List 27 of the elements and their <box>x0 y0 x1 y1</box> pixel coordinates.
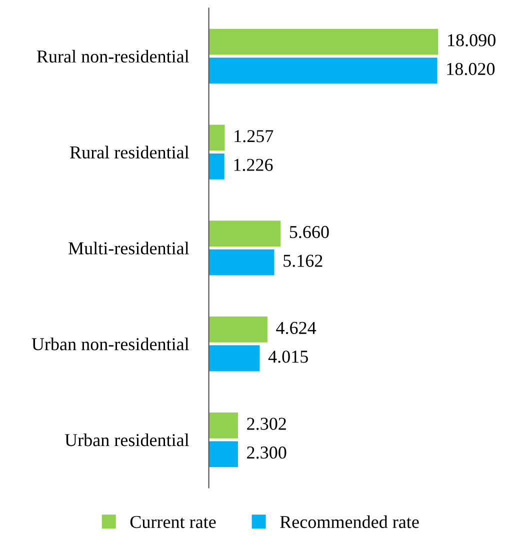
data-label: 1.257 <box>234 130 274 142</box>
y-tick-label: Urban residential <box>64 434 189 446</box>
data-label: 1.226 <box>234 158 273 172</box>
bar <box>208 412 238 438</box>
bar <box>208 220 281 247</box>
data-label: 4.624 <box>276 322 316 334</box>
bar <box>208 58 438 84</box>
bar <box>208 441 238 468</box>
y-tick-label: Urban non-residential <box>32 338 189 350</box>
bar <box>208 316 268 342</box>
legend-label: Current rate <box>130 516 216 528</box>
data-label: 5.660 <box>290 226 329 238</box>
bar <box>208 154 224 180</box>
data-label: 18.090 <box>448 34 496 46</box>
y-tick-label: Multi-residential <box>68 242 189 254</box>
data-label: 18.020 <box>447 62 495 76</box>
data-label: 2.300 <box>247 446 286 459</box>
bar <box>208 28 438 55</box>
legend-label: Recommended rate <box>280 515 419 528</box>
bar <box>208 124 225 151</box>
data-label: 2.302 <box>247 418 286 430</box>
bar <box>208 249 274 276</box>
y-tick-label: Rural non-residential <box>36 50 189 63</box>
data-label: 4.015 <box>268 350 308 363</box>
data-label: 5.162 <box>284 254 322 267</box>
y-tick-label: Rural residential <box>70 146 189 159</box>
bar <box>208 345 260 372</box>
